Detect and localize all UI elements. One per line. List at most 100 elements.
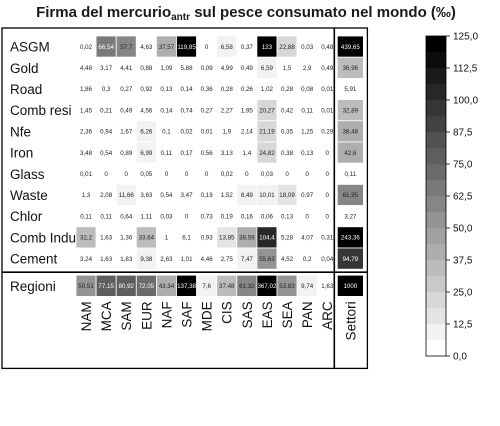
heatmap-value: 2,63: [160, 256, 173, 263]
heatmap-value: 0,36: [201, 86, 214, 93]
heatmap-value: 20,27: [259, 107, 275, 114]
column-total-value: 43,34: [159, 283, 175, 290]
heatmap-value: 0,03: [160, 213, 173, 220]
colorbar-step: [426, 164, 446, 181]
column-total-value: 1,63: [321, 283, 334, 290]
heatmap-value: 0,06: [261, 213, 274, 220]
heatmap-value: 0: [305, 213, 309, 220]
row-total-value: 3,27: [344, 213, 357, 220]
row-total-value: 5,91: [344, 86, 357, 93]
heatmap-value: 0,01: [321, 86, 334, 93]
heatmap-value: 10,01: [259, 192, 275, 199]
row-label: Road: [10, 82, 42, 97]
heatmap-value: 4,07: [301, 235, 314, 242]
colorbar-tick-label: 25,0: [453, 288, 473, 299]
heatmap-value: 2,9: [303, 65, 312, 72]
colorbar-tick-label: 0,0: [453, 352, 467, 363]
row-label: Waste: [10, 188, 48, 203]
heatmap-value: 4,99: [221, 65, 234, 72]
heatmap-value: 0,16: [241, 213, 254, 220]
heatmap-value: 1,67: [120, 129, 133, 136]
heatmap-value: 6,59: [261, 65, 274, 72]
colorbar-step: [426, 212, 446, 229]
heatmap-value: 55,63: [259, 256, 275, 263]
heatmap-value: 0,19: [221, 213, 234, 220]
colorbar-tick-label: 50,0: [453, 224, 473, 235]
heatmap-value: 0,49: [120, 107, 133, 114]
heatmap-value: 0: [205, 171, 209, 178]
column-label: CIS: [220, 301, 235, 324]
heatmap-value: 21,19: [259, 129, 275, 136]
row-total-value: 32,89: [343, 107, 359, 114]
heatmap-value: 0,64: [120, 213, 133, 220]
row-label: Chlor: [10, 209, 43, 224]
heatmap-value: 37,57: [159, 44, 175, 51]
column-label: ARC: [320, 301, 335, 330]
heatmap-value: 1,11: [141, 213, 153, 220]
heatmap-value: 0,49: [321, 65, 334, 72]
heatmap-value: 0,31: [321, 235, 334, 242]
grand-total-cell: [336, 274, 364, 297]
heatmap-value: 8,49: [241, 192, 254, 199]
heatmap-value: 0,02: [181, 129, 194, 136]
heatmap-value: 3,17: [100, 65, 113, 72]
heatmap-value: 0,2: [303, 256, 312, 263]
colorbar-step: [426, 132, 446, 149]
row-label-regioni: Regioni: [10, 279, 56, 294]
heatmap-value: 0,42: [281, 107, 294, 114]
heatmap-value: 0,01: [321, 107, 334, 114]
row-total-value: 61,95: [343, 192, 359, 199]
colorbar-step: [426, 260, 446, 277]
column-label: SAF: [180, 301, 195, 327]
heatmap-value: 0,02: [80, 44, 93, 51]
column-total-value: 9,74: [301, 283, 314, 290]
colorbar-step: [426, 52, 446, 69]
heatmap-value: 5,28: [281, 235, 294, 242]
heatmap-value: 7,47: [241, 256, 254, 263]
heatmap-value: 0,49: [241, 65, 254, 72]
heatmap-value: 0: [305, 171, 309, 178]
colorbar-tick-label: 62,5: [453, 192, 473, 203]
row-label: Cement: [10, 252, 58, 267]
column-label: EUR: [139, 301, 154, 330]
heatmap-value: 0,94: [100, 129, 113, 136]
heatmap-value: 0: [326, 192, 330, 199]
colorbar-tick-label: 100,0: [453, 96, 478, 107]
row-total-value: 94,79: [343, 256, 359, 263]
heatmap-value: 1,95: [241, 107, 254, 114]
heatmap-value: 1: [165, 235, 169, 242]
column-total-value: 77,15: [98, 283, 114, 290]
column-total-value: 7,6: [202, 283, 211, 290]
plot-frame: [1, 27, 369, 370]
heatmap-value: 9,38: [140, 256, 153, 263]
column-label: NAM: [79, 301, 94, 331]
heatmap-value: 38,59: [239, 235, 255, 242]
heatmap-value: 1,25: [301, 129, 314, 136]
row-label: ASGM: [10, 40, 50, 55]
heatmap-value: 0,27: [120, 86, 133, 93]
heatmap-value: 4,63: [140, 44, 153, 51]
heatmap-value: 1,4: [243, 150, 252, 157]
heatmap-value: 2,14: [241, 129, 254, 136]
heatmap-value: 0,03: [301, 44, 314, 51]
grand-total-value: 1000: [343, 283, 357, 290]
row-label: Iron: [10, 146, 33, 161]
heatmap-value: 6,99: [140, 150, 153, 157]
heatmap-value: 0,04: [321, 256, 334, 263]
heatmap-value: 5,88: [181, 65, 194, 72]
heatmap-value: 1,63: [100, 256, 113, 263]
column-label: EAS: [260, 301, 275, 328]
heatmap-value: 0,93: [201, 235, 214, 242]
column-total-value: 367,02: [257, 283, 276, 290]
heatmap-value: 0,28: [221, 86, 234, 93]
heatmap-value: 1,36: [120, 235, 133, 242]
heatmap-value: 2,75: [221, 256, 234, 263]
heatmap-value: 1,01: [181, 256, 194, 263]
heatmap-value: 13,85: [219, 235, 235, 242]
heatmap-value: 0: [185, 213, 189, 220]
heatmap-value: 1,83: [120, 256, 133, 263]
heatmap-value: 0,01: [201, 129, 214, 136]
heatmap-value: 0: [285, 171, 289, 178]
heatmap-value: 2,36: [80, 129, 93, 136]
column-total-value: 61,32: [239, 283, 255, 290]
